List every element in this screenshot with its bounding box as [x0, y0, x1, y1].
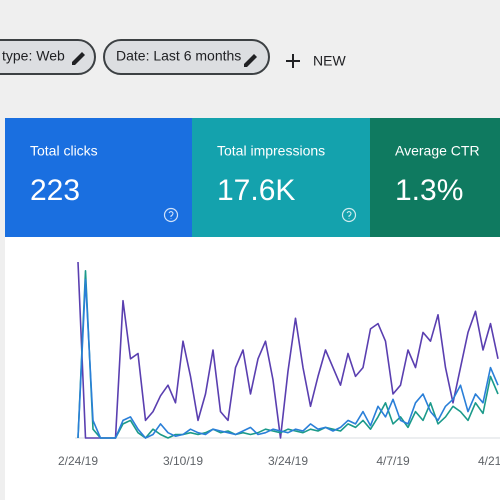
x-tick-label: 4/7/19	[376, 454, 410, 468]
help-icon-glyph	[168, 210, 174, 219]
metric-label: Average CTR	[395, 143, 480, 159]
help-icon[interactable]	[341, 207, 357, 223]
x-tick-label: 2/24/19	[58, 454, 98, 468]
filter-chip[interactable]	[103, 39, 270, 75]
metric-value: 223	[30, 174, 80, 207]
metric-card[interactable]	[5, 118, 192, 237]
x-tick-label: 3/10/19	[163, 454, 203, 468]
x-tick-label: 3/24/19	[268, 454, 308, 468]
metric-card[interactable]	[192, 118, 370, 237]
chart: 2/24/19 3/10/19 3/24/19 4/7/19 4/21/19	[58, 261, 500, 468]
chart-panel	[5, 237, 500, 500]
edit-icon[interactable]	[72, 52, 85, 65]
series-line	[77, 278, 499, 439]
metric-card[interactable]	[370, 118, 500, 237]
filter-label: Date: Last 6 months	[116, 48, 241, 64]
metric-label: Total impressions	[217, 143, 325, 159]
series-line	[77, 261, 499, 439]
metric-cards: Total clicks 223 Total impressions 17.6K Ave…	[5, 118, 500, 237]
filter-label: type: Web	[2, 48, 65, 64]
filter-chip[interactable]	[0, 39, 96, 75]
metric-value: 1.3%	[395, 174, 463, 207]
new-button[interactable]: NEW	[286, 53, 346, 69]
help-icon-glyph	[346, 210, 352, 219]
help-icon[interactable]	[163, 207, 179, 223]
edit-icon[interactable]	[244, 54, 257, 67]
metric-value: 17.6K	[217, 174, 295, 207]
x-tick-label: 4/21/19	[478, 454, 500, 468]
metric-label: Total clicks	[30, 143, 98, 159]
new-label: NEW	[313, 53, 346, 69]
series-line	[77, 269, 499, 439]
